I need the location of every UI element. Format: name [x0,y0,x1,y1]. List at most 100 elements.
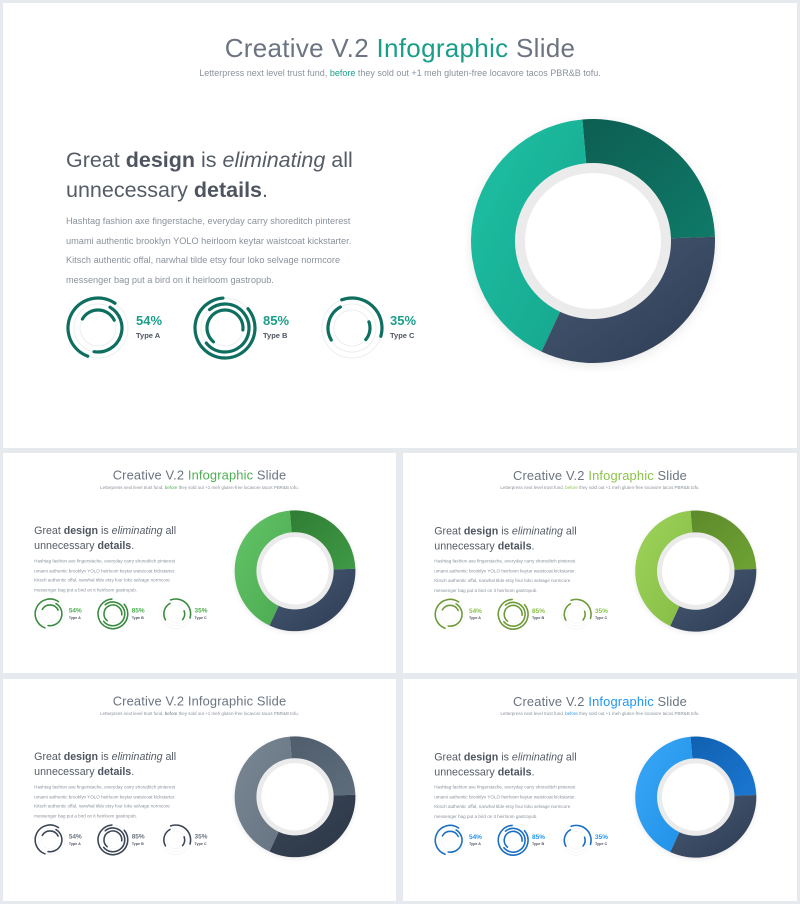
body-paragraph: Hashtag fashion axe fingerstache, everyd… [66,216,352,285]
progress-arc [441,830,459,838]
stat-item: 85% Type B [193,296,313,360]
stat-label: Type C [194,615,207,620]
donut-segment [635,736,693,852]
stat-label: Type C [194,841,207,846]
progress-arc [163,602,171,621]
slide-content: Creative V.2 Infographic Slide Letterpre… [3,3,797,448]
stat-value: 35% [194,606,208,614]
progress-arc [97,598,129,630]
progress-arc [102,827,126,853]
slide-title: Creative V.2 Infographic Slide [224,33,576,63]
stat-value: 85% [532,832,545,841]
headline: Great design is eliminating all unnecessa… [434,750,577,778]
stat-item: 35% Type C [560,598,620,630]
progress-arc [570,598,592,620]
donut-segment [289,510,356,570]
stat-item: 35% Type C [160,598,219,629]
stat-item: 35% Type C [160,824,219,855]
stat-label: Type B [131,841,144,846]
slide-main: Creative V.2 Infographic Slide Letterpre… [3,3,797,448]
stat-value: 85% [131,832,145,840]
stat-value: 54% [136,313,163,328]
stat-value: 35% [194,832,208,840]
progress-arc [47,828,63,853]
stat-value: 85% [131,606,145,614]
progress-arc [47,602,63,627]
slide-title: Creative V.2 Infographic Slide [513,467,687,483]
progress-arc [41,830,59,837]
progress-arc [563,829,572,848]
stat-value: 85% [263,313,290,328]
body-paragraph: Hashtag fashion axe fingerstache, everyd… [34,558,176,593]
slide-title: Creative V.2 Infographic Slide [112,467,287,483]
progress-arc [41,604,59,611]
stat-value: 54% [68,832,82,840]
stat-value: 54% [468,606,482,615]
progress-arc [204,302,251,354]
progress-arc [80,308,116,322]
donut-chart [234,736,356,858]
slide-thumb-green: Creative V.2 Infographic Slide Letterpre… [3,453,396,673]
headline: Great design is eliminating all unnecessa… [66,148,353,202]
slide-content: Creative V.2 Infographic Slide Letterpre… [403,679,797,900]
stat-item: 85% Type B [97,824,156,856]
progress-arc [503,830,523,848]
progress-arc [497,824,529,856]
donut-segment [690,510,757,570]
slide-thumb-blue: Creative V.2 Infographic Slide Letterpre… [403,679,797,901]
radial-progress-icon [97,824,129,856]
headline: Great design is eliminating all unnecessa… [34,750,177,778]
stat-value: 54% [68,606,82,614]
progress-arc [34,824,60,855]
headline: Great design is eliminating all unnecessa… [34,524,177,552]
stat-label: Type B [532,615,545,621]
stat-label: Type A [136,331,161,340]
donut-segment [582,119,715,239]
radial-progress-icon [34,824,66,855]
progress-arc [447,829,463,853]
progress-arc [66,296,117,358]
stat-label: Type C [595,841,608,847]
headline: Great design is eliminating all unnecessa… [434,524,577,552]
progress-arc [434,824,460,856]
stat-label: Type B [131,615,144,620]
stat-item: 35% Type C [320,296,440,359]
radial-progress-icon [434,598,466,630]
slide-subtitle: Letterpress next level trust fund, befor… [100,485,299,491]
donut-hole [662,763,730,831]
progress-arc [441,604,459,612]
progress-arc [169,598,192,619]
radial-progress-icon [497,598,529,630]
stat-label: Type B [263,331,288,340]
progress-arc [503,827,526,853]
radial-progress-icon [97,598,129,630]
slide-title: Creative V.2 Infographic Slide [112,693,287,709]
donut-segment [269,794,356,858]
donut-hole [261,763,329,831]
stat-item: 85% Type B [97,598,156,630]
slide-subtitle: Letterpress next level trust fund, befor… [100,711,299,717]
donut-hole [261,537,329,605]
progress-arc [503,601,526,627]
donut-chart [635,510,757,633]
progress-arc [181,836,186,847]
stat-item: 85% Type B [497,598,557,630]
progress-arc [169,824,192,845]
stat-value: 54% [468,832,482,841]
progress-arc [497,598,529,630]
slide-content: Creative V.2 Infographic Slide Letterpre… [403,453,797,673]
radial-progress-icon [561,598,592,630]
stat-item: 54% Type A [34,598,93,629]
progress-arc [503,604,523,622]
progress-arc [582,610,586,621]
stat-label: Type A [68,841,81,846]
stat-value: 35% [390,313,417,328]
slide-content: Creative V.2 Infographic Slide Letterpre… [3,453,396,673]
stat-label: Type B [532,841,545,847]
body-paragraph: Hashtag fashion axe fingerstache, everyd… [34,784,176,819]
stat-value: 35% [595,606,608,615]
radial-progress-icon [321,296,384,359]
progress-arc [340,296,384,338]
donut-chart [635,736,757,859]
stat-value: 85% [532,606,545,615]
